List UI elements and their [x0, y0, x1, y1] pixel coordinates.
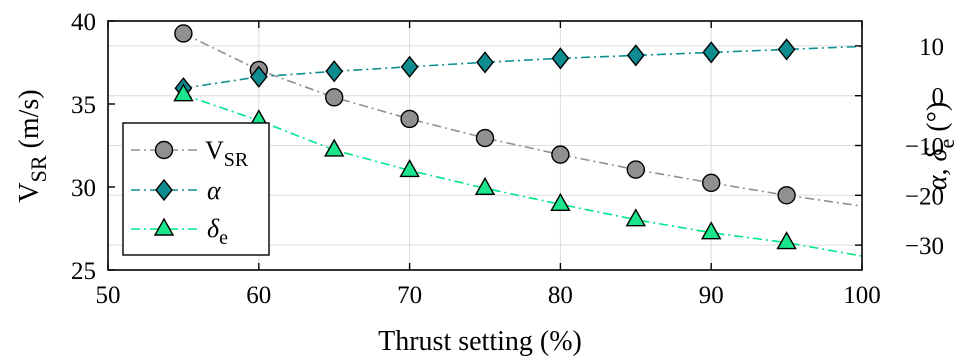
data-point: [777, 38, 796, 61]
data-point: [551, 47, 570, 70]
data-point: [324, 138, 345, 157]
data-point: [626, 160, 645, 179]
data-point: [325, 60, 344, 83]
x-tick-label: 60: [246, 282, 271, 309]
legend-label-vsr-sub: SR: [224, 149, 249, 171]
x-tick-label: 100: [843, 282, 881, 309]
series-layer: [173, 24, 863, 257]
x-tick-label: 80: [548, 282, 573, 309]
x-tick-label: 70: [397, 282, 422, 309]
data-point: [399, 158, 420, 178]
y-axis-left-title: VSR (m/s): [14, 89, 51, 202]
legend-marker-alpha: [155, 178, 173, 202]
y-right-title-unit: (°): [922, 102, 953, 139]
y-right-tick-label: −20: [905, 183, 944, 210]
series-line: [183, 32, 863, 207]
data-point: [400, 109, 419, 129]
y-left-tick-label: 30: [71, 175, 96, 202]
data-point: [776, 231, 797, 250]
legend-label-delta-e-main: δ: [207, 214, 220, 243]
series-line: [183, 93, 863, 257]
legend-marker-delta-e: [153, 217, 175, 236]
ticks: [107, 20, 863, 271]
series-line: [183, 45, 863, 89]
y-left-title-unit: (m/s): [14, 89, 45, 155]
legend-label-delta-e: δe: [207, 214, 228, 249]
data-point: [777, 186, 796, 205]
data-point: [173, 83, 194, 102]
legend-label-vsr: VSR: [205, 136, 249, 171]
legend-box: [122, 122, 270, 256]
data-point: [474, 176, 496, 196]
data-point: [625, 208, 646, 227]
data-point: [701, 221, 722, 240]
data-point: [475, 128, 495, 148]
y-left-title-main: V: [14, 182, 45, 202]
data-point: [626, 44, 645, 67]
y-left-tick-label: 40: [71, 9, 96, 36]
legend-entry-delta-e: δe: [131, 214, 228, 249]
x-axis-title: Thrust setting (%): [378, 326, 582, 357]
legend-entry-alpha: α: [131, 176, 222, 205]
y-left-tick-label: 25: [71, 258, 96, 285]
data-point: [702, 173, 721, 193]
x-tick-label: 50: [96, 282, 121, 309]
y-left-tick-label: 35: [71, 92, 96, 119]
tick-labels: 50 60 70 80 90 100 25 30 35 40 −30 −20 −10 0 10: [71, 9, 944, 309]
legend-label-alpha: α: [207, 176, 222, 205]
legend-entry-vsr: VSR: [131, 136, 249, 171]
data-point: [249, 65, 268, 88]
y-left-title-sub: SR: [26, 155, 51, 182]
series-1: [174, 38, 863, 100]
legend: VSR α δe: [122, 122, 270, 256]
legend-label-delta-e-sub: e: [219, 227, 228, 249]
x-tick-label: 90: [699, 282, 724, 309]
data-point: [325, 88, 344, 107]
series-2: [173, 83, 863, 257]
data-point: [551, 145, 570, 164]
data-point: [702, 41, 721, 64]
data-point: [476, 51, 494, 74]
y-right-tick-label: 0: [932, 84, 945, 111]
y-right-tick-label: −10: [905, 134, 944, 161]
data-point: [550, 192, 571, 211]
legend-marker-vsr: [154, 140, 174, 160]
y-right-title-sub: e: [934, 139, 959, 149]
legend-label-vsr-main: V: [205, 136, 224, 165]
y-right-tick-label: −30: [905, 233, 944, 260]
series-0: [174, 24, 863, 207]
y-axis-right-title: α, δe (°): [922, 102, 959, 190]
data-point: [174, 24, 193, 43]
data-point: [400, 55, 419, 78]
y-right-title-prefix: α, δ: [922, 147, 953, 190]
y-right-tick-label: 10: [919, 34, 944, 61]
